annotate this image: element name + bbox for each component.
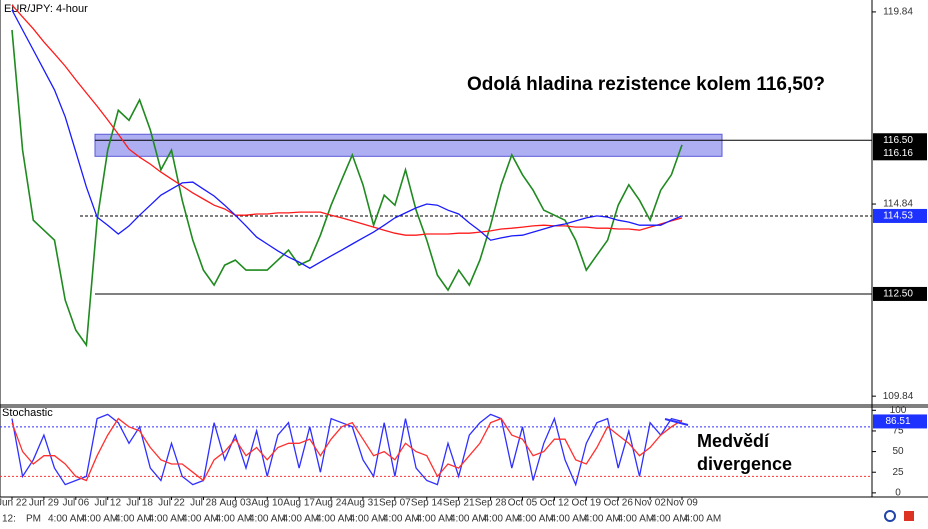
time-label: 4:00 AM <box>417 514 454 525</box>
y-tick-label: 109.84 <box>883 391 914 402</box>
x-tick-label: Aug 10 <box>251 498 283 509</box>
time-label: 4:00 AM <box>216 514 253 525</box>
time-label: 4:00 AM <box>584 514 621 525</box>
time-label: 4:00 AM <box>350 514 387 525</box>
x-tick-label: Sep 14 <box>411 498 443 509</box>
price-marker <box>873 133 927 148</box>
x-tick-label: Sep 07 <box>379 498 411 509</box>
x-tick-label: Jun 29 <box>29 498 59 509</box>
x-tick-label: Oct 26 <box>603 498 633 509</box>
time-label: 4:00 AM <box>685 514 722 525</box>
annotation: divergence <box>697 454 792 474</box>
annotation: Medvědí <box>697 431 770 451</box>
price-marker-label: 116.50 <box>883 135 913 146</box>
x-tick-label: Oct 12 <box>540 498 570 509</box>
x-tick-label: Jul 28 <box>190 498 217 509</box>
chart-title: EUR/JPY: 4-hour <box>4 3 88 15</box>
price-marker-label: 86.51 <box>885 416 910 427</box>
x-tick-label: Jul 12 <box>94 498 121 509</box>
series-line <box>11 9 683 269</box>
icon <box>884 510 896 522</box>
x-tick-label: Jul 22 <box>158 498 185 509</box>
x-tick-label: Nov 02 <box>634 498 666 509</box>
x-tick-label: Sep 21 <box>443 498 475 509</box>
series-line <box>11 29 683 348</box>
x-tick-label: Aug 03 <box>219 498 251 509</box>
x-tick-label: Oct 05 <box>508 498 538 509</box>
price-marker-label: 112.50 <box>883 289 913 300</box>
time-label: 4:00 AM <box>149 514 186 525</box>
y-tick-label: 75 <box>892 426 904 437</box>
time-label: 4:00 AM <box>651 514 688 525</box>
resistance-zone <box>94 133 723 157</box>
time-label: 4:00 AM <box>383 514 420 525</box>
y-tick-label: 0 <box>895 488 901 499</box>
price-marker <box>873 286 927 301</box>
x-tick-label: Nov 09 <box>666 498 698 509</box>
x-tick-label: Aug 31 <box>347 498 379 509</box>
price-marker-label: 114.53 <box>883 211 913 222</box>
time-label: 4:00 AM <box>316 514 353 525</box>
time-label: 4:00 AM <box>450 514 487 525</box>
price-marker-label: 116.16 <box>883 148 913 159</box>
x-tick-label: Sep 28 <box>475 498 507 509</box>
time-label: 4:00 AM <box>517 514 554 525</box>
y-tick-label: 119.84 <box>883 7 913 18</box>
y-tick-label: 100 <box>890 405 907 416</box>
icon <box>904 511 914 521</box>
x-tick-label: Jul 06 <box>62 498 89 509</box>
x-tick-label: Oct 19 <box>572 498 602 509</box>
time-label: 4:00 AM <box>551 514 588 525</box>
time-label: 4:00 AM <box>115 514 152 525</box>
annotation: Odolá hladina rezistence kolem 116,50? <box>467 74 825 95</box>
time-label: 4:00 AM <box>484 514 521 525</box>
indicator-title: Stochastic <box>2 407 53 419</box>
time-label: 12: <box>2 514 16 525</box>
x-tick-label: Aug 24 <box>315 498 347 509</box>
series-line <box>11 417 683 482</box>
time-label: 4:00 AM <box>82 514 119 525</box>
divergence-line <box>664 418 689 426</box>
time-label: 4:00 AM <box>618 514 655 525</box>
time-label: PM <box>26 514 41 525</box>
y-tick-label: 50 <box>892 446 904 457</box>
y-tick-label: 114.84 <box>883 199 913 210</box>
x-tick-label: Aug 17 <box>283 498 315 509</box>
x-tick-label: Jul 18 <box>126 498 153 509</box>
time-label: 4:00 AM <box>48 514 85 525</box>
time-label: 4:00 AM <box>249 514 286 525</box>
y-tick-label: 25 <box>892 467 904 478</box>
price-marker <box>873 414 927 429</box>
price-marker <box>873 146 927 161</box>
icons <box>884 510 914 522</box>
time-label: 4:00 AM <box>283 514 320 525</box>
x-tick-label: Jun 22 <box>0 498 27 509</box>
series-line <box>11 4 683 236</box>
time-label: 4:00 AM <box>182 514 219 525</box>
price-marker <box>873 208 927 223</box>
